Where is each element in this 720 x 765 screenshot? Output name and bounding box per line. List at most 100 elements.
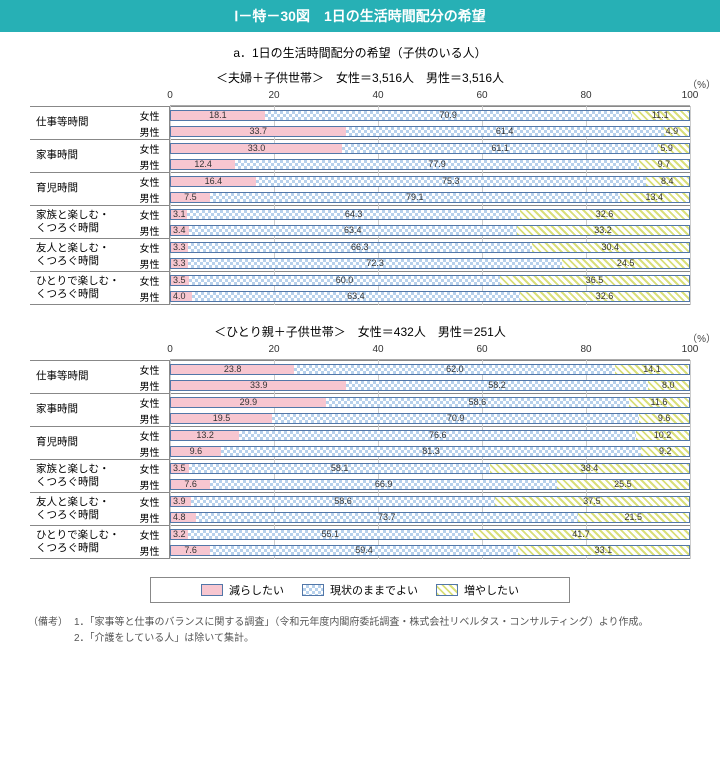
bar-segment: 30.4 (532, 243, 689, 252)
bar-value: 76.6 (429, 430, 447, 440)
bar-segment: 7.6 (171, 480, 210, 489)
axis-unit: （%） (687, 76, 716, 91)
bar-value: 38.4 (581, 463, 599, 473)
bar-value: 23.8 (224, 364, 242, 374)
bar-value: 9.2 (659, 446, 672, 456)
bar-segment: 24.5 (562, 259, 689, 268)
bar-segment: 64.3 (187, 210, 520, 219)
bar-value: 77.9 (428, 159, 446, 169)
sub-label-male: 男性 (130, 189, 170, 205)
stacked-bar: 3.164.332.6 (170, 209, 690, 220)
sub-label-female: 女性 (130, 361, 170, 377)
bar-value: 24.5 (617, 258, 635, 268)
title-bar: Ⅰ－特－30図 1日の生活時間配分の希望 (0, 0, 720, 32)
bar-value: 72.3 (366, 258, 384, 268)
bar-segment: 63.4 (192, 292, 520, 301)
bar-segment: 62.0 (294, 365, 615, 374)
bar-segment: 4.9 (664, 127, 689, 136)
category-label: 家族と楽しむ・くつろぐ時間 (30, 460, 130, 492)
bar-segment: 9.6 (171, 447, 221, 456)
stacked-bar: 16.475.38.4 (170, 176, 690, 187)
stacked-bar: 7.659.433.1 (170, 545, 690, 556)
bar-value: 30.4 (601, 242, 619, 252)
axis-tick: 20 (268, 344, 279, 355)
sub-label-male: 男性 (130, 443, 170, 459)
bar-value: 12.4 (194, 159, 212, 169)
bar-value: 13.4 (646, 192, 664, 202)
note-text: 2．「介護をしている人」は除いて集計。 (74, 631, 254, 647)
legend-label: 増やしたい (464, 582, 519, 598)
bar-segment: 41.7 (473, 530, 689, 539)
bar-value: 7.6 (184, 479, 197, 489)
axis-tick: 0 (167, 344, 173, 355)
axis-tick: 60 (476, 344, 487, 355)
bar-value: 3.3 (173, 242, 186, 252)
stacked-bar: 4.873.721.5 (170, 512, 690, 523)
bar-value: 14.1 (643, 364, 661, 374)
bar-value: 62.0 (446, 364, 464, 374)
stacked-bar: 12.4 77.9 9.7 (170, 159, 690, 170)
gridline (690, 360, 691, 559)
category-label: 仕事等時間 (30, 107, 130, 139)
stacked-bar: 3.366.330.4 (170, 242, 690, 253)
bar-value: 4.0 (173, 291, 186, 301)
bar-value: 33.2 (594, 225, 612, 235)
bar-value: 58.6 (334, 496, 352, 506)
stacked-bar: 7.579.113.4 (170, 192, 690, 203)
bar-value: 9.7 (658, 159, 671, 169)
bar-value: 3.4 (173, 225, 186, 235)
bar-value: 33.1 (595, 545, 613, 555)
bar-segment: 21.5 (578, 513, 689, 522)
axis-tick: 100 (682, 344, 699, 355)
category-group: 家事時間女性33.061.15.9男性12.477.99.7 (30, 139, 690, 172)
category-group: 家事時間女性29.958.611.6男性19.570.99.6 (30, 393, 690, 426)
legend-swatch (201, 584, 223, 596)
bar-value: 36.5 (586, 275, 604, 285)
bar-segment: 3.3 (171, 243, 188, 252)
stacked-bar: 29.958.611.6 (170, 397, 690, 408)
bar-value: 18.1 (209, 110, 227, 120)
bar-segment: 63.4 (189, 226, 517, 235)
category-group: ひとりで楽しむ・くつろぐ時間女性3.255.141.7男性7.659.433.1 (30, 525, 690, 559)
stacked-bar: 18.170.911.1 (170, 110, 690, 121)
stacked-bar: 7.666.925.5 (170, 479, 690, 490)
bar-segment: 7.6 (171, 546, 210, 555)
stacked-bar: 3.558.138.4 (170, 463, 690, 474)
bar-value: 58.6 (469, 397, 487, 407)
bar-value: 70.9 (439, 110, 457, 120)
sub-label-female: 女性 (130, 394, 170, 410)
legend-label: 減らしたい (229, 582, 284, 598)
bar-segment: 18.1 (171, 111, 265, 120)
sub-label-male: 男性 (130, 509, 170, 525)
bar-segment: 3.3 (171, 259, 188, 268)
stacked-bar: 3.3 72.3 24.5 (170, 258, 690, 269)
panel-heading: ＜夫婦＋子供世帯＞ 女性＝3,516人 男性＝3,516人 (0, 69, 720, 86)
stacked-bar: 3.463.4 33.2 (170, 225, 690, 236)
bar-value: 19.5 (213, 413, 231, 423)
chart: 020406080100（%）仕事等時間女性23.862.014.1男性33.9… (30, 344, 690, 559)
bar-segment: 9.2 (641, 447, 689, 456)
bar-segment: 60.0 (189, 276, 500, 285)
axis-tick: 80 (580, 90, 591, 101)
bar-segment: 13.4 (620, 193, 689, 202)
bar-segment: 61.4 (346, 127, 664, 136)
bar-value: 29.9 (240, 397, 258, 407)
x-axis: 020406080100（%） (170, 90, 690, 106)
bar-value: 10.2 (654, 430, 672, 440)
bar-segment: 33.1 (518, 546, 689, 555)
bar-segment: 3.5 (171, 276, 189, 285)
bar-value: 60.0 (336, 275, 354, 285)
bar-value: 9.6 (658, 413, 671, 423)
sub-label-female: 女性 (130, 526, 170, 542)
legend-item: 増やしたい (436, 582, 519, 598)
title-text: Ⅰ－特－30図 1日の生活時間配分の希望 (234, 8, 486, 24)
bar-value: 32.6 (596, 291, 614, 301)
bar-segment: 3.5 (171, 464, 189, 473)
bar-segment: 19.5 (171, 414, 272, 423)
bar-value: 32.6 (596, 209, 614, 219)
bar-segment: 16.4 (171, 177, 256, 186)
category-group: 家族と楽しむ・くつろぐ時間女性3.164.332.6男性3.463.433.2 (30, 205, 690, 238)
bar-segment: 37.5 (495, 497, 689, 506)
stacked-bar: 19.570.99.6 (170, 413, 690, 424)
bar-segment: 61.1 (342, 144, 658, 153)
